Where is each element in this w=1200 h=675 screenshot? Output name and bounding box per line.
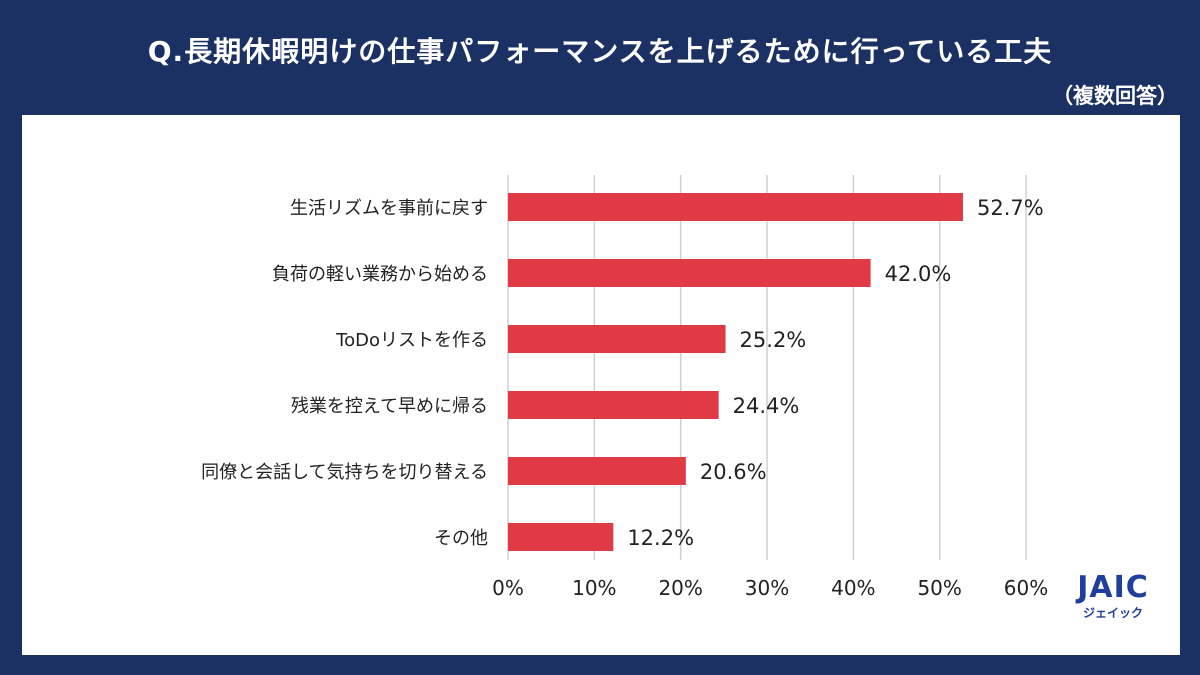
x-tick-label: 0% bbox=[492, 576, 524, 600]
x-tick-label: 60% bbox=[1004, 576, 1048, 600]
data-label: 12.2% bbox=[627, 526, 694, 550]
bar bbox=[508, 457, 686, 485]
category-label: その他 bbox=[434, 528, 488, 549]
logo-sub: ジェイック bbox=[1082, 606, 1143, 620]
chart-title: Q.長期休暇明けの仕事パフォーマンスを上げるために行っている工夫 bbox=[147, 35, 1053, 68]
bar bbox=[508, 391, 719, 419]
category-label: 残業を控えて早めに帰る bbox=[291, 396, 488, 417]
jaic-logo: JAIC ジェイック bbox=[1068, 571, 1158, 633]
chart-panel: 0% 10% 20% 30% 40% 50% 60% 生活リズムを事前に戻す 52.7% 負荷の軽… bbox=[22, 115, 1180, 655]
bar-chart: 0% 10% 20% 30% 40% 50% 60% 生活リズムを事前に戻す 52.7% 負荷の軽… bbox=[201, 175, 1048, 600]
data-label: 52.7% bbox=[977, 196, 1044, 220]
category-label: ToDoリストを作る bbox=[335, 330, 488, 351]
data-label: 25.2% bbox=[740, 328, 807, 352]
logo-mark: JAIC bbox=[1077, 570, 1149, 605]
x-tick-label: 40% bbox=[831, 576, 875, 600]
bar bbox=[508, 325, 726, 353]
chart-subtitle: （複数回答） bbox=[1052, 84, 1178, 108]
category-label: 生活リズムを事前に戻す bbox=[290, 198, 488, 219]
x-tick-label: 20% bbox=[658, 576, 702, 600]
category-label: 負荷の軽い業務から始める bbox=[272, 264, 488, 285]
x-tick-label: 10% bbox=[572, 576, 616, 600]
bar bbox=[508, 259, 871, 287]
bar bbox=[508, 193, 963, 221]
x-tick-label: 30% bbox=[745, 576, 789, 600]
category-label: 同僚と会話して気持ちを切り替える bbox=[201, 462, 488, 483]
data-label: 24.4% bbox=[733, 394, 800, 418]
x-tick-label: 50% bbox=[917, 576, 961, 600]
bar bbox=[508, 523, 614, 551]
data-label: 42.0% bbox=[885, 262, 952, 286]
data-label: 20.6% bbox=[700, 460, 767, 484]
